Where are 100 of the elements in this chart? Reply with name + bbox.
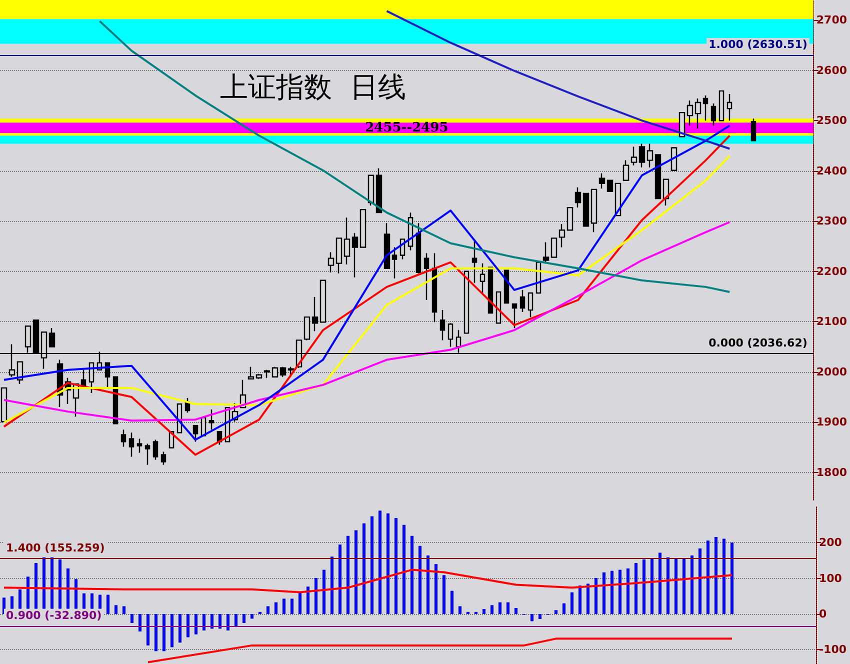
bar [258, 612, 262, 614]
bar [290, 598, 294, 614]
candlestick [464, 270, 470, 334]
candlestick [550, 238, 558, 258]
bar [634, 563, 638, 614]
bar [362, 523, 366, 614]
candlestick [694, 98, 702, 130]
bar [314, 578, 318, 614]
bar [610, 570, 614, 614]
candlestick [384, 222, 390, 269]
bar [346, 536, 350, 614]
bar [154, 614, 158, 652]
candlestick [416, 222, 422, 274]
bar [418, 546, 422, 614]
bar [338, 544, 342, 614]
bar [538, 614, 542, 620]
bar [274, 602, 278, 614]
bar [674, 558, 678, 614]
y-tick-label: 0 [819, 608, 827, 621]
bar [554, 610, 558, 614]
band-label: 2455--2495 [365, 120, 448, 136]
bar [426, 556, 430, 614]
candlestick [368, 174, 374, 206]
bar [370, 516, 374, 614]
y-tick-label: 2400 [816, 164, 848, 178]
candlestick [248, 366, 254, 380]
text: 上证指数 日线 [220, 70, 406, 104]
bar [642, 559, 646, 614]
bar [594, 578, 598, 614]
bar [442, 575, 446, 614]
bar [730, 542, 734, 614]
candlestick [256, 373, 262, 380]
y-tick-label: 2000 [816, 365, 848, 378]
bar [690, 556, 694, 614]
candlestick [472, 240, 478, 284]
candlestick [272, 366, 278, 378]
candlestick [208, 408, 214, 430]
bar [626, 568, 630, 614]
candlestick [120, 429, 126, 448]
bar [146, 614, 150, 646]
y-tick-label: 2500 [816, 114, 848, 128]
bar [602, 572, 606, 614]
y-tick-label: -100 [819, 643, 847, 656]
bar [210, 614, 214, 629]
candlestick [558, 224, 566, 248]
bar [658, 552, 662, 614]
y-tick-label: 2700 [816, 14, 848, 27]
bar [650, 558, 654, 614]
bar [234, 614, 238, 627]
bar [178, 614, 182, 643]
candlestick [566, 206, 574, 231]
bar [106, 594, 110, 614]
ref-line-label: 0.000 (2036.62) [708, 336, 808, 350]
y-tick-label: 1800 [816, 466, 848, 479]
candlestick [528, 292, 534, 318]
candlestick [48, 328, 56, 348]
candlestick [0, 387, 8, 422]
y-tick-label: 1900 [816, 416, 848, 429]
candlestick [80, 369, 86, 388]
bar [162, 614, 166, 652]
candlestick [638, 143, 646, 168]
bar [474, 612, 478, 614]
candlestick [598, 172, 606, 190]
bar [186, 614, 190, 638]
bar [386, 513, 390, 614]
candlestick [630, 146, 638, 166]
candlestick [128, 432, 134, 458]
candlestick [512, 303, 518, 329]
bar [666, 557, 670, 614]
candlestick [582, 192, 590, 227]
bar [298, 592, 302, 614]
bar [514, 608, 518, 614]
bar [618, 570, 622, 614]
ref-line-label: 1.400 (155.259) [6, 542, 105, 555]
y-tick-label: 2100 [816, 315, 848, 328]
candlestick [160, 451, 166, 466]
bar [530, 614, 534, 622]
bar [394, 518, 398, 614]
candlestick [328, 252, 334, 273]
candlestick [542, 242, 550, 263]
bar [498, 602, 502, 614]
candlestick [678, 112, 686, 138]
candlestick [312, 296, 318, 332]
candlestick [622, 160, 630, 181]
candlestick [718, 90, 724, 122]
bar [242, 614, 246, 623]
candlestick [352, 232, 358, 278]
y-tick-label: 2200 [816, 264, 848, 278]
bar [714, 536, 718, 614]
candlestick [336, 238, 342, 274]
candlestick [280, 366, 286, 378]
y-tick-label: 200 [819, 536, 842, 550]
candlestick [480, 262, 486, 294]
candlestick [710, 102, 716, 126]
candlestick [264, 369, 270, 378]
bar [322, 570, 326, 614]
candlestick [376, 168, 382, 214]
bar [466, 612, 470, 614]
candlestick [136, 438, 142, 454]
bar [706, 540, 710, 614]
